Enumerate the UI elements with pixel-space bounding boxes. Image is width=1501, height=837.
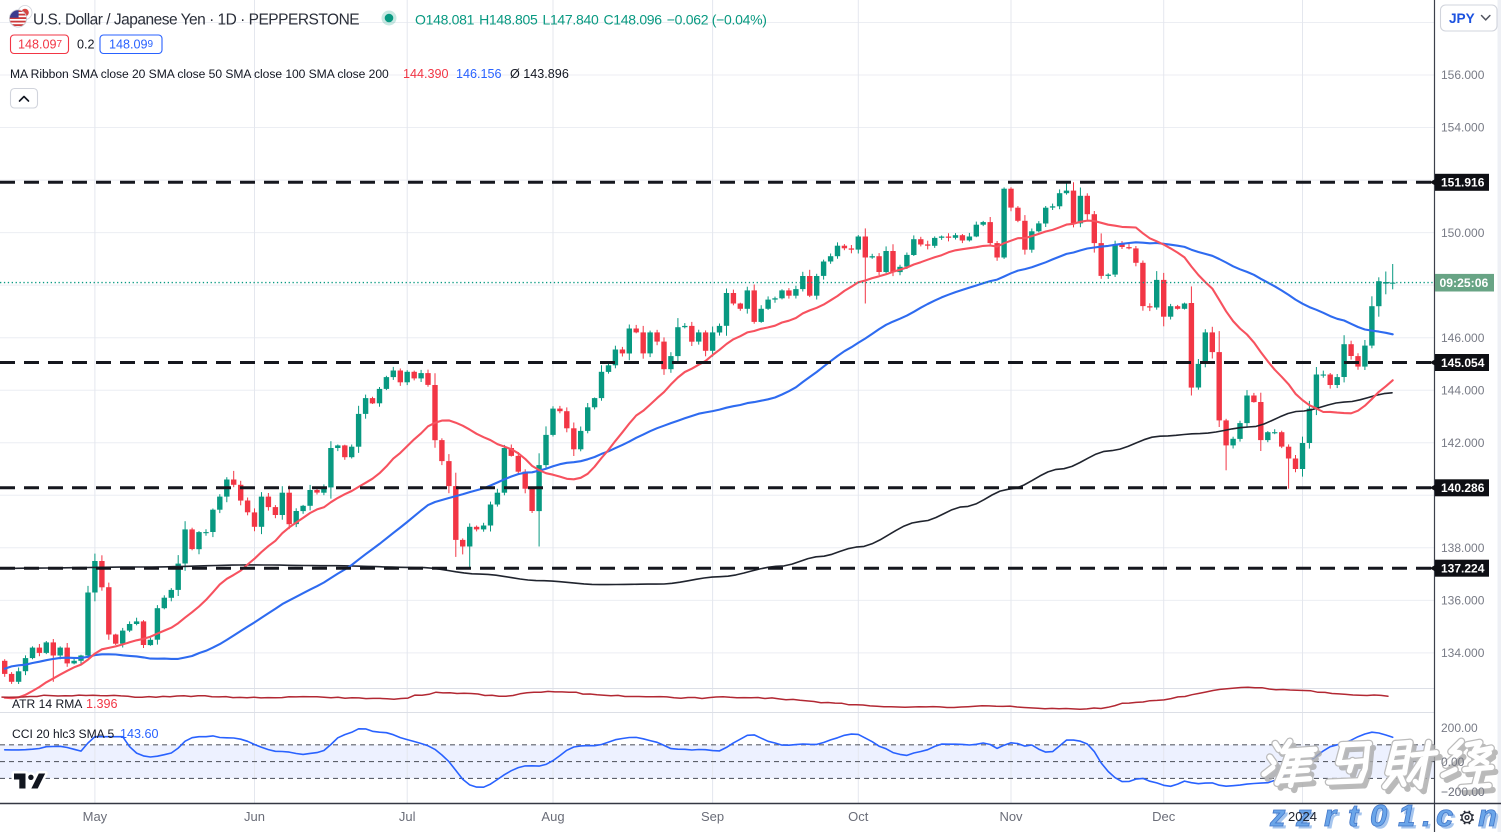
svg-text:Dec: Dec <box>1152 809 1176 824</box>
svg-text:Ø 143.896: Ø 143.896 <box>510 67 569 81</box>
svg-text:c: c <box>1436 798 1453 832</box>
svg-text:.: . <box>1422 798 1431 832</box>
svg-text:1: 1 <box>1398 798 1415 832</box>
svg-text:0.2: 0.2 <box>77 38 95 52</box>
svg-text:146.156: 146.156 <box>456 67 502 81</box>
svg-text:200.00: 200.00 <box>1441 721 1478 735</box>
svg-text:May: May <box>83 809 108 824</box>
svg-text:2024: 2024 <box>1288 809 1317 824</box>
svg-text:CCI 20 hlc3 SMA 5: CCI 20 hlc3 SMA 5 <box>12 727 114 741</box>
svg-text:Aug: Aug <box>541 809 564 824</box>
svg-text:144.000: 144.000 <box>1441 383 1485 397</box>
svg-text:Oct: Oct <box>848 809 869 824</box>
svg-text:145.054: 145.054 <box>1441 356 1485 370</box>
svg-text:144.390: 144.390 <box>403 67 449 81</box>
svg-text:0.00: 0.00 <box>1441 755 1465 769</box>
svg-text:142.000: 142.000 <box>1441 436 1485 450</box>
svg-text:136.000: 136.000 <box>1441 594 1485 608</box>
svg-text:JPY: JPY <box>1449 11 1475 26</box>
svg-text:137.224: 137.224 <box>1441 562 1485 576</box>
svg-text:U.S. Dollar / Japanese Yen · 1: U.S. Dollar / Japanese Yen · 1D · PEPPER… <box>33 12 359 29</box>
svg-text:z: z <box>1269 798 1286 832</box>
svg-text:MA Ribbon SMA close 20 SMA clo: MA Ribbon SMA close 20 SMA close 50 SMA … <box>10 67 389 81</box>
svg-text:Jul: Jul <box>399 809 416 824</box>
svg-text:154.000: 154.000 <box>1441 121 1485 135</box>
svg-text:Sep: Sep <box>701 809 724 824</box>
svg-text:148.099: 148.099 <box>109 38 154 52</box>
svg-text:150.000: 150.000 <box>1441 226 1485 240</box>
svg-text:1.396: 1.396 <box>86 697 118 711</box>
svg-text:151.916: 151.916 <box>1441 176 1485 190</box>
svg-text:138.000: 138.000 <box>1441 541 1485 555</box>
svg-text:n: n <box>1478 798 1497 832</box>
svg-text:143.60: 143.60 <box>120 727 159 741</box>
svg-text:146.000: 146.000 <box>1441 331 1485 345</box>
svg-text:134.000: 134.000 <box>1441 646 1485 660</box>
svg-text:156.000: 156.000 <box>1441 68 1485 82</box>
svg-text:09:25:06: 09:25:06 <box>1440 276 1489 290</box>
svg-text:148.097: 148.097 <box>18 38 63 52</box>
svg-text:0: 0 <box>1370 798 1387 832</box>
svg-text:ATR 14 RMA: ATR 14 RMA <box>12 697 83 711</box>
svg-text:t: t <box>1348 798 1360 832</box>
svg-text:Nov: Nov <box>999 809 1023 824</box>
svg-text:140.286: 140.286 <box>1441 481 1485 495</box>
svg-text:Jun: Jun <box>244 809 265 824</box>
svg-text:r: r <box>1324 798 1338 832</box>
